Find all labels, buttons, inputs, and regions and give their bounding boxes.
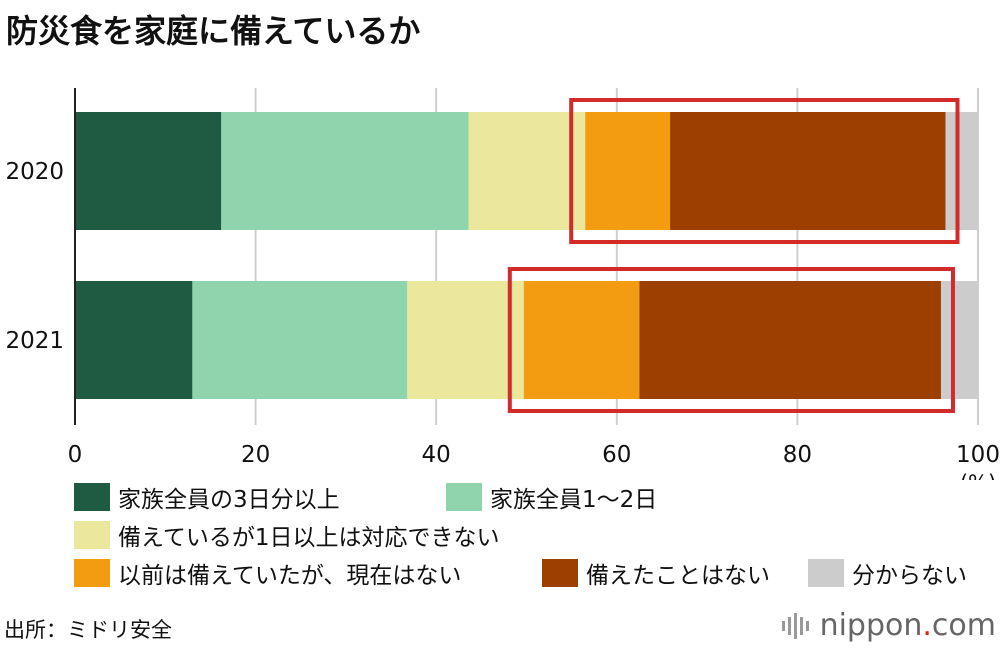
x-tick-label-40: 40	[422, 442, 451, 468]
x-tick-label-20: 20	[241, 442, 270, 468]
legend-label-6: 分からない	[852, 563, 967, 589]
legend-item-4: 以前は備えていたが、現在はない	[74, 556, 542, 590]
bar-2021-series-4	[523, 281, 640, 399]
legend-item-2: 家族全員1～2日	[446, 480, 657, 514]
legend-swatch-4	[74, 559, 110, 587]
legend-item-1: 家族全員の3日分以上	[74, 480, 446, 514]
x-unit-label: (%)	[960, 471, 996, 480]
highlight-frame-2021	[507, 267, 955, 413]
legend-label-1: 家族全員の3日分以上	[118, 487, 340, 513]
legend-swatch-6	[808, 559, 844, 587]
bar-2021-series-3	[407, 281, 524, 399]
x-tick-label-80: 80	[783, 442, 812, 468]
y-category-label-2020: 2020	[5, 159, 64, 185]
bar-2020-series-4	[585, 112, 671, 230]
brand-tld: com	[931, 608, 996, 643]
bar-2020-series-1	[75, 112, 222, 230]
bar-2021-series-1	[75, 281, 193, 399]
legend-swatch-5	[542, 559, 578, 587]
bar-2021-series-2	[192, 281, 408, 399]
legend-row-2: 備えているが1日以上は対応できない	[74, 518, 499, 552]
legend-label-3: 備えているが1日以上は対応できない	[118, 525, 500, 551]
source-note: 出所：ミドリ安全	[4, 618, 172, 642]
legend-label-4: 以前は備えていたが、現在はない	[118, 563, 462, 589]
bar-2021-series-6	[940, 281, 978, 399]
x-tick-label-100: 100	[956, 442, 1000, 468]
brand-logo: nippon. com	[781, 608, 996, 643]
x-tick-label-0: 0	[68, 442, 83, 468]
legend-swatch-1	[74, 483, 110, 511]
legend-item-5: 備えたことはない	[542, 556, 808, 590]
legend-item-3: 備えているが1日以上は対応できない	[74, 518, 499, 552]
y-category-label-2021: 2021	[5, 328, 64, 354]
bar-2020-series-6	[945, 112, 978, 230]
bar-2020-series-3	[468, 112, 586, 230]
legend-swatch-3	[74, 521, 110, 549]
chart-title: 防災食を家庭に備えているか	[6, 12, 421, 50]
bar-2020-series-2	[221, 112, 469, 230]
legend-row-1: 家族全員の3日分以上 家族全員1～2日	[74, 480, 657, 514]
legend-label-2: 家族全員1～2日	[490, 487, 658, 513]
legend-swatch-2	[446, 483, 482, 511]
legend-label-5: 備えたことはない	[586, 563, 770, 589]
chart: 0 20 40 60 80 100 (%) 2020 2021	[5, 88, 1000, 480]
brand-name: nippon	[819, 608, 923, 643]
highlight-frame-2020	[569, 98, 960, 244]
brand-dot: .	[922, 608, 932, 643]
legend-item-6: 分からない	[808, 556, 967, 590]
bar-2021-series-5	[639, 281, 941, 399]
x-tick-label-60: 60	[602, 442, 631, 468]
soundwave-icon	[781, 612, 812, 639]
legend-row-3: 以前は備えていたが、現在はない 備えたことはない 分からない	[74, 556, 967, 590]
bar-2020-series-5	[670, 112, 946, 230]
